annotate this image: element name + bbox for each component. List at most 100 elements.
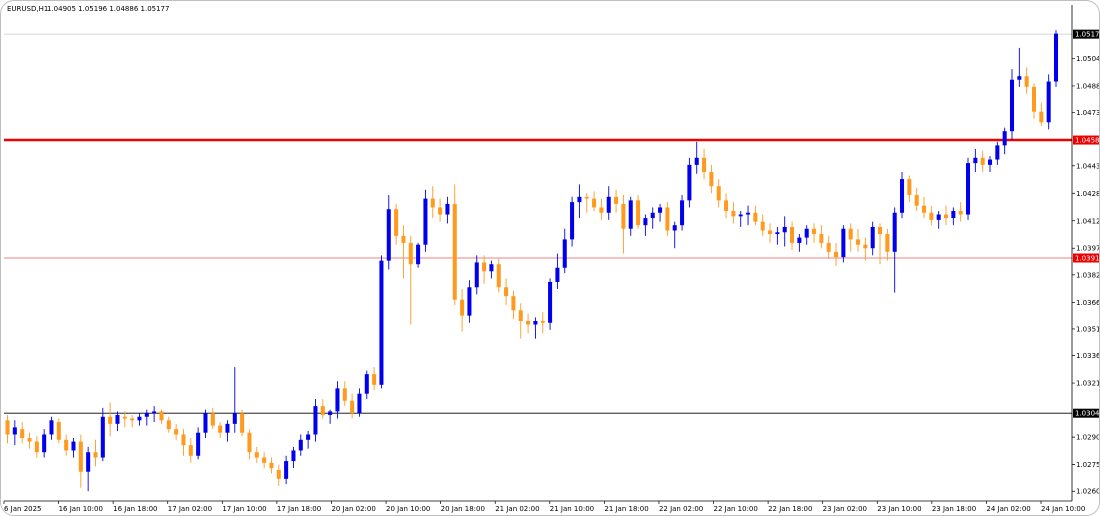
candle	[225, 420, 230, 442]
candle-body	[650, 212, 655, 219]
candle-body	[130, 418, 135, 421]
candle-body	[841, 228, 846, 258]
candle	[372, 367, 377, 391]
candle-body	[775, 232, 780, 235]
candle-body	[819, 234, 824, 243]
x-tick-label: 24 Jan 02:00	[986, 505, 1030, 513]
price-lines	[4, 33, 1072, 414]
x-tick-label: 21 Jan 10:00	[550, 505, 594, 513]
y-tick-label: 1.03365	[1076, 352, 1099, 360]
candle-body	[430, 198, 435, 208]
candle-body	[269, 462, 274, 469]
candle	[5, 414, 10, 444]
candle	[181, 429, 186, 456]
candle	[247, 429, 252, 460]
candle	[687, 157, 692, 208]
candle	[394, 203, 399, 245]
candle	[108, 402, 113, 437]
candle-body	[137, 416, 142, 421]
candle	[929, 205, 934, 226]
candle-body	[570, 202, 575, 240]
candle	[577, 184, 582, 219]
candle	[364, 370, 369, 400]
candle-body	[394, 209, 399, 236]
candle-body	[636, 200, 641, 226]
y-tick-label: 1.03970	[1076, 245, 1099, 253]
candle-body	[738, 214, 743, 217]
candle-body	[452, 203, 457, 300]
y-tick-label: 1.04435	[1076, 162, 1099, 170]
candle	[313, 399, 318, 442]
candle-body	[210, 413, 215, 426]
candle-body	[20, 429, 25, 439]
candle	[188, 438, 193, 463]
candle-body	[86, 452, 91, 472]
candle	[738, 210, 743, 227]
x-tick-label: 20 Jan 10:00	[386, 505, 430, 513]
candle	[218, 422, 223, 439]
candle	[885, 228, 890, 261]
x-tick-label: 20 Jan 18:00	[441, 505, 485, 513]
candle	[254, 446, 259, 463]
candle	[504, 278, 509, 306]
candle-body	[460, 299, 465, 316]
price-tag-label-resistance: 1.04589	[1075, 137, 1099, 145]
y-tick-label: 1.03210	[1076, 380, 1099, 388]
candle	[936, 210, 941, 229]
candle-body	[284, 461, 289, 479]
candle	[1031, 83, 1037, 119]
candle	[614, 189, 619, 213]
y-tick-label: 1.02905	[1076, 434, 1099, 442]
x-tick-label: 23 Jan 10:00	[877, 505, 921, 513]
candle	[826, 235, 831, 259]
x-tick-label: 17 Jan 02:00	[168, 505, 212, 513]
candle	[768, 223, 773, 243]
candle-body	[980, 157, 985, 165]
candle-body	[100, 416, 105, 458]
price-tag-alert	[1073, 253, 1099, 263]
candle-body	[474, 262, 479, 288]
candle-body	[108, 416, 113, 424]
candle-body	[914, 195, 919, 206]
candle-body	[379, 260, 384, 385]
candle	[636, 195, 641, 229]
candle	[1039, 102, 1044, 126]
candle-body	[225, 423, 230, 433]
candle	[320, 399, 325, 419]
candle	[174, 423, 179, 440]
x-tick-label: 21 Jan 18:00	[604, 505, 648, 513]
candle-body	[965, 163, 971, 215]
candle-body	[144, 413, 149, 417]
candle	[34, 436, 39, 458]
candle-body	[951, 210, 956, 219]
candle-body	[423, 198, 428, 245]
candle-body	[64, 439, 69, 451]
candle	[812, 223, 817, 243]
candle-body	[27, 438, 32, 442]
price-tag-label-current: 1.03049	[1075, 410, 1099, 418]
candle-body	[1009, 79, 1015, 132]
candle	[423, 189, 428, 252]
candle	[914, 187, 919, 211]
candle	[1024, 67, 1029, 94]
candle-body	[958, 210, 963, 215]
candle	[680, 195, 685, 231]
candle-body	[196, 432, 201, 456]
x-tick-label: 22 Jan 18:00	[768, 505, 812, 513]
candle-body	[320, 406, 325, 415]
y-tick-label: 1.04280	[1076, 190, 1099, 198]
candle	[203, 409, 208, 439]
candle-body	[548, 281, 553, 323]
candle	[863, 237, 868, 261]
candle	[694, 141, 699, 174]
candle-body	[276, 469, 281, 479]
candle-body	[328, 411, 333, 415]
candle	[658, 203, 663, 222]
candle-body	[746, 212, 751, 215]
candle-body	[188, 445, 193, 456]
candle	[548, 278, 553, 330]
candle	[416, 242, 421, 268]
candle	[790, 221, 795, 251]
